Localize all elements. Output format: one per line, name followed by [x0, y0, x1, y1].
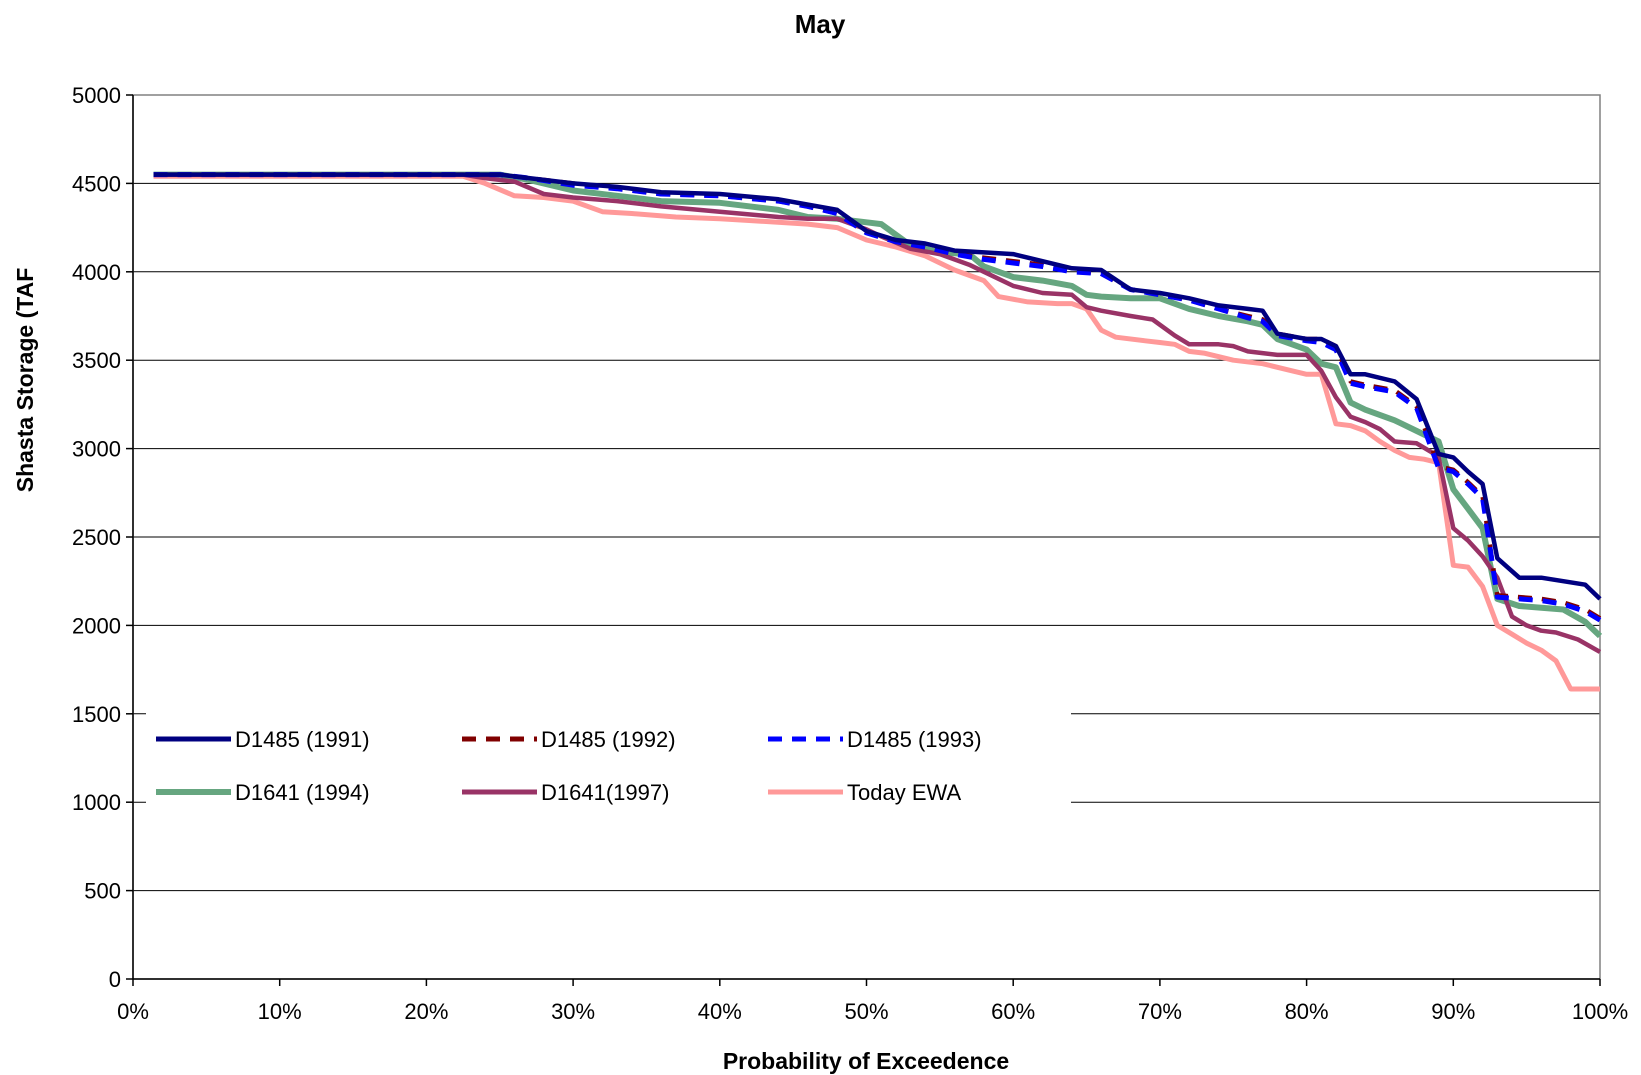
x-tick-label: 80% — [1285, 999, 1329, 1024]
x-tick-label: 40% — [698, 999, 742, 1024]
legend-label-d1641-1997: D1641(1997) — [541, 780, 669, 805]
chart-title: May — [795, 9, 846, 39]
y-tick-label: 3000 — [72, 437, 121, 462]
series-line-today-ewa — [153, 173, 1600, 692]
x-tick-label: 70% — [1138, 999, 1182, 1024]
x-tick-label: 60% — [991, 999, 1035, 1024]
y-tick-label: 500 — [84, 879, 121, 904]
legend-label-d1485-1993: D1485 (1993) — [847, 727, 982, 752]
x-tick-label: 0% — [117, 999, 149, 1024]
x-tick-label: 50% — [844, 999, 888, 1024]
x-tick-label: 20% — [404, 999, 448, 1024]
x-tick-label: 10% — [258, 999, 302, 1024]
y-tick-label: 2500 — [72, 525, 121, 550]
legend-label-d1485-1991: D1485 (1991) — [235, 727, 370, 752]
x-tick-labels: 0% 10% 20% 30% 40% 50% 60% 70% 80% 90% 100% — [117, 999, 1628, 1024]
y-tick-label: 5000 — [72, 83, 121, 108]
y-tick-label: 4000 — [72, 260, 121, 285]
y-tick-label: 4500 — [72, 171, 121, 196]
legend: D1485 (1991) D1485 (1992) D1485 (1993) D164… — [146, 710, 1071, 824]
x-tick-label: 90% — [1431, 999, 1475, 1024]
series-layer — [153, 171, 1603, 692]
axes-layer — [126, 94, 1601, 986]
legend-label-d1641-1994: D1641 (1994) — [235, 780, 370, 805]
y-axis-title: Shasta Storage (TAF — [12, 268, 38, 493]
series-line-d1641-1994 — [153, 171, 1603, 639]
series-line-d1485-1991 — [153, 172, 1602, 601]
legend-label-d1485-1992: D1485 (1992) — [541, 727, 676, 752]
legend-label-today-ewa: Today EWA — [847, 780, 961, 805]
y-tick-label: 3500 — [72, 348, 121, 373]
legend-background — [146, 710, 1071, 824]
series-line-d1641-1997 — [153, 172, 1602, 654]
x-axis-title: Probability of Exceedence — [723, 1048, 1009, 1074]
x-tick-label: 100% — [1572, 999, 1628, 1024]
y-tick-label: 0 — [109, 967, 121, 992]
y-tick-labels: 0 500 1000 1500 2000 2500 3000 3500 4000 4500 5000 — [72, 83, 121, 992]
y-tick-label: 2000 — [72, 613, 121, 638]
y-tick-label: 1500 — [72, 702, 121, 727]
x-tick-label: 30% — [551, 999, 595, 1024]
y-tick-label: 1000 — [72, 790, 121, 815]
